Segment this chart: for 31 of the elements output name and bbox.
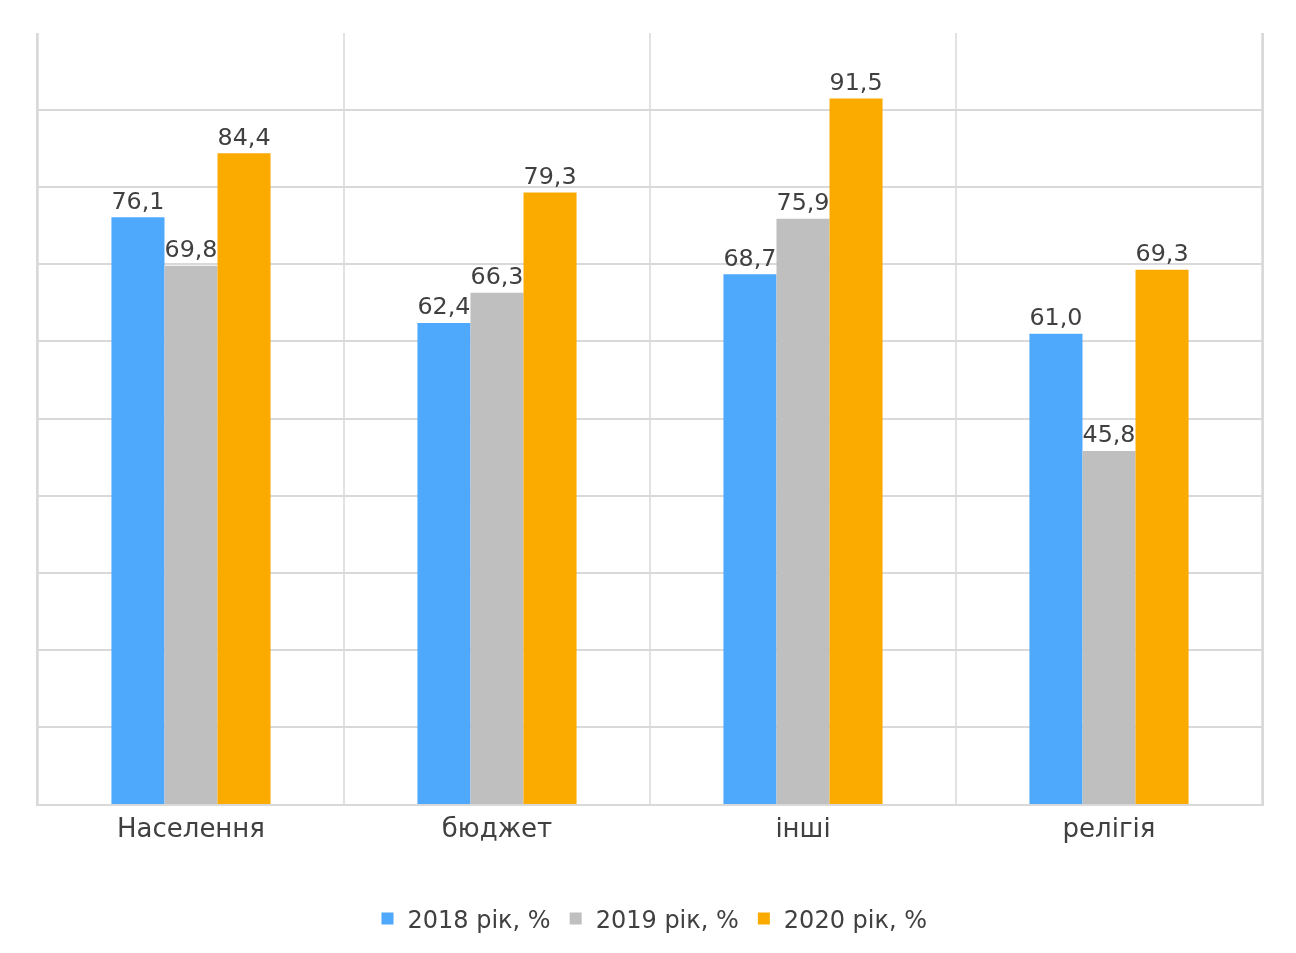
bar: [111, 217, 165, 804]
bar: [164, 265, 218, 804]
legend-label: 2020 рік, %: [783, 905, 928, 934]
x-tick-label: релігія: [1062, 812, 1156, 843]
bar: [1082, 450, 1136, 804]
data-label: 68,7: [723, 243, 777, 272]
legend-label: 2019 рік, %: [595, 905, 739, 934]
bar: [1029, 333, 1083, 804]
legend-label: 2018 рік, %: [407, 905, 551, 934]
data-label: 91,5: [829, 68, 883, 97]
bar: [523, 192, 577, 804]
data-label: 62,4: [417, 292, 471, 321]
data-label: 45,8: [1082, 420, 1136, 449]
bar: [217, 153, 271, 804]
data-label: 76,1: [111, 186, 165, 215]
bar: [417, 322, 471, 804]
x-tick-label: Населення: [116, 812, 266, 843]
bar: [1135, 269, 1189, 804]
bar: [723, 274, 777, 804]
data-label: 61,0: [1029, 303, 1083, 332]
data-label: 69,8: [164, 235, 218, 264]
x-tick-label: інші: [775, 812, 831, 843]
data-label: 75,9: [776, 188, 830, 217]
data-label: 66,3: [470, 262, 524, 291]
x-tick-label: бюджет: [441, 812, 553, 843]
data-label: 84,4: [217, 122, 271, 151]
bar: [776, 218, 830, 804]
data-label: 79,3: [523, 162, 577, 191]
bar: [829, 98, 883, 804]
bar: [470, 292, 524, 804]
data-label: 69,3: [1135, 239, 1189, 268]
